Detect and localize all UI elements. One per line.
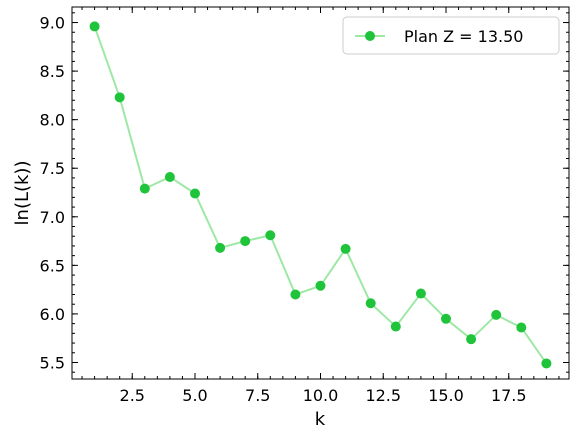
legend-box [342, 16, 560, 55]
series-points [89, 21, 552, 369]
y-tick-label: 6.5 [40, 256, 65, 275]
data-point [139, 183, 150, 194]
data-point [189, 188, 200, 199]
x-tick-label: 7.5 [245, 386, 270, 405]
series-lines [93, 26, 548, 365]
y-tick-label: 8.0 [40, 111, 65, 130]
data-point [491, 309, 502, 320]
data-point [114, 92, 125, 103]
data-point [265, 230, 276, 241]
x-tick-label: 5.0 [182, 386, 207, 405]
data-point [541, 358, 552, 369]
major-ticks [72, 7, 569, 379]
legend: Plan Z = 13.50 [342, 16, 560, 55]
y-tick-labels: 5.5 6.0 6.5 7.0 7.5 8.0 8.5 9.0 [40, 14, 65, 373]
data-point [215, 242, 226, 253]
data-point [441, 313, 452, 324]
data-point [340, 243, 351, 254]
x-tick-label: 15.0 [428, 386, 464, 405]
legend-marker [365, 31, 375, 41]
y-tick-label: 5.5 [40, 353, 65, 372]
series-line [93, 26, 548, 365]
x-tick-label: 17.5 [491, 386, 527, 405]
data-point [365, 298, 376, 309]
data-point [164, 171, 175, 182]
y-axis-label: ln(L(k)) [12, 161, 33, 226]
x-tick-labels: 2.5 5.0 7.5 10.0 12.5 15.0 17.5 [120, 386, 527, 405]
x-tick-label: 12.5 [365, 386, 401, 405]
data-point [466, 334, 477, 345]
data-point [390, 321, 401, 332]
y-tick-label: 8.5 [40, 62, 65, 81]
data-point [415, 288, 426, 299]
data-point [240, 236, 251, 247]
legend-label: Plan Z = 13.50 [404, 27, 523, 46]
plot-frame [71, 6, 570, 380]
x-tick-label: 2.5 [120, 386, 145, 405]
data-point [516, 322, 527, 333]
y-tick-label: 7.5 [40, 159, 65, 178]
data-point [89, 21, 100, 32]
data-point [290, 289, 301, 300]
x-tick-label: 10.0 [303, 386, 339, 405]
y-tick-label: 7.0 [40, 208, 65, 227]
x-axis-label: k [315, 409, 326, 430]
y-tick-label: 9.0 [40, 14, 65, 33]
data-point [315, 280, 326, 291]
y-tick-label: 6.0 [40, 305, 65, 324]
